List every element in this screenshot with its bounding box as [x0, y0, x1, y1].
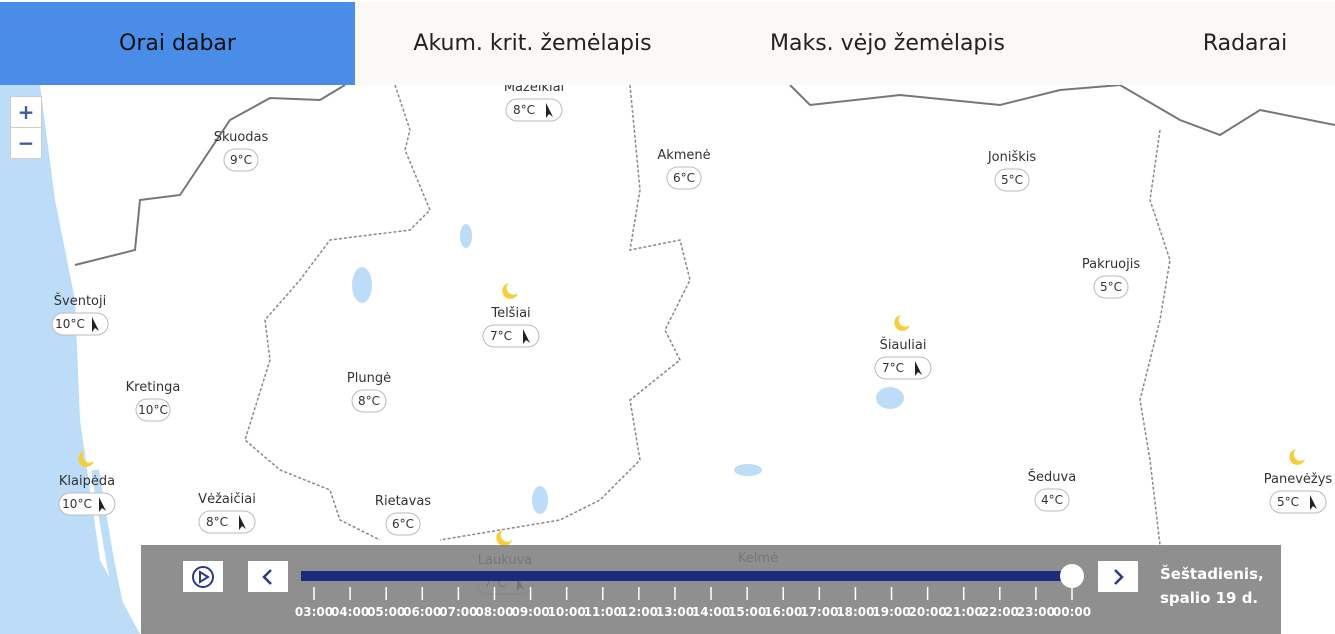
city-name: Joniškis: [987, 150, 1037, 165]
sea: [0, 85, 140, 634]
temperature: 6°C: [392, 517, 414, 531]
country-border: [789, 83, 1335, 137]
city-name: Plungė: [347, 371, 391, 386]
lake: [352, 267, 372, 303]
city-name: Kretinga: [126, 380, 181, 395]
temp-badge: [223, 148, 259, 172]
temp-badge: [994, 168, 1030, 192]
temperature: 10°C: [138, 403, 168, 417]
city-name: Rietavas: [375, 494, 431, 509]
temperature: 5°C: [1100, 280, 1122, 294]
temperature: 4°C: [1041, 493, 1063, 507]
moon-icon: [502, 283, 518, 299]
district-border: [1139, 129, 1171, 546]
wind-arrow: [1310, 495, 1317, 510]
wind-arrow: [523, 329, 530, 344]
city-name: Panevėžys: [1264, 472, 1333, 487]
city-name: Šiauliai: [880, 337, 927, 353]
moon-icon: [496, 530, 512, 546]
next-icon: [1114, 568, 1124, 585]
temp-badge: [666, 166, 702, 190]
temperature: 10°C: [62, 497, 92, 511]
temp-badge: [505, 98, 563, 122]
tab[interactable]: Maks. vėjo žemėlapis: [710, 2, 1065, 85]
wind-arrow: [92, 317, 99, 332]
prev-icon: [262, 568, 272, 585]
date-line: Šeštadienis,: [1160, 565, 1264, 583]
temperature: 6°C: [673, 171, 695, 185]
temp-badge: [1269, 490, 1327, 514]
moon-icon: [1289, 449, 1305, 465]
temperature: 7°C: [490, 329, 512, 343]
zoom-in[interactable]: +: [10, 96, 42, 128]
temp-badge: [351, 389, 387, 413]
city-name: Klaipėda: [59, 474, 115, 489]
lake: [460, 224, 472, 248]
temp-badge: [482, 324, 540, 348]
lake: [734, 464, 762, 476]
city-name: Pakruojis: [1082, 257, 1141, 272]
district-border: [439, 84, 691, 541]
play-icon: [192, 565, 214, 588]
date: Šeštadienis, spalio 19 d.: [1160, 562, 1264, 610]
wind-arrow: [915, 361, 922, 376]
tab[interactable]: Akum. krit. žemėlapis: [355, 2, 710, 85]
wind-arrow: [546, 103, 553, 118]
city-name: Vėžaičiai: [198, 492, 256, 507]
tab[interactable]: Radarai: [1065, 2, 1335, 85]
lake: [876, 387, 904, 409]
temp-badge: [1034, 488, 1070, 512]
tab[interactable]: Orai dabar: [0, 2, 355, 85]
zoom-out[interactable]: −: [10, 127, 42, 159]
wind-arrow: [99, 497, 106, 512]
prev-button[interactable]: [248, 561, 288, 592]
temp-badge: [198, 510, 256, 534]
temperature: 7°C: [882, 361, 904, 375]
temp-badge: [874, 356, 932, 380]
city-name: Skuodas: [214, 130, 269, 145]
temp-badge: [58, 492, 116, 516]
date-line: spalio 19 d.: [1160, 589, 1259, 607]
temperature: 10°C: [55, 317, 85, 331]
temperature: 8°C: [206, 515, 228, 529]
city-name: Telšiai: [490, 306, 530, 321]
next-button[interactable]: [1098, 561, 1138, 592]
wind-arrow: [239, 515, 246, 530]
temp-badge: [385, 512, 421, 536]
city-name: Šventoji: [54, 293, 106, 309]
lake: [532, 486, 548, 514]
temp-badge: [135, 398, 171, 422]
temperature: 5°C: [1277, 495, 1299, 509]
play-button[interactable]: [183, 561, 223, 592]
temperature: 8°C: [358, 394, 380, 408]
temperature: 5°C: [1001, 173, 1023, 187]
temp-badge: [1093, 275, 1129, 299]
moon-icon: [894, 315, 910, 331]
district-border: [244, 84, 431, 541]
temperature: 8°C: [513, 103, 535, 117]
city-name: Šeduva: [1028, 469, 1076, 485]
country-border: [74, 84, 346, 266]
temp-badge: [51, 312, 109, 336]
moon-icon: [78, 451, 94, 467]
city-name: Akmenė: [657, 148, 710, 163]
temperature: 9°C: [230, 153, 252, 167]
